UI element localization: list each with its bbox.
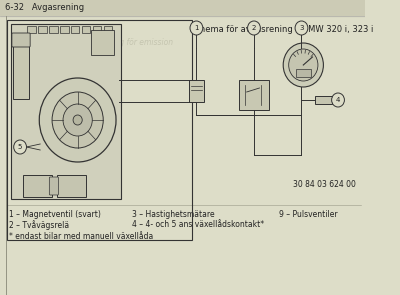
Bar (60, 26, 68, 33)
Bar (239, 80, 268, 110)
Bar (49, 26, 58, 33)
Circle shape (295, 21, 308, 35)
Text: 4 – 4- och 5 ans växellådskontakt*: 4 – 4- och 5 ans växellådskontakt* (132, 220, 264, 229)
Bar (7, 20, 192, 240)
Text: 9 – Pulsventiler: 9 – Pulsventiler (279, 210, 337, 219)
Bar (71, 26, 80, 33)
Text: 1985 BMW – avgasrening för emission: 1985 BMW – avgasrening för emission (28, 38, 174, 47)
Bar (23, 175, 52, 197)
Bar (13, 39, 29, 99)
Circle shape (190, 21, 203, 35)
Text: 1: 1 (194, 25, 199, 31)
Circle shape (39, 78, 116, 162)
Bar (0, 0, 366, 16)
Text: 3: 3 (299, 25, 304, 31)
Bar (11, 24, 120, 199)
Bar (57, 175, 86, 197)
Circle shape (332, 93, 344, 107)
FancyBboxPatch shape (49, 177, 58, 195)
Circle shape (73, 115, 82, 125)
Text: 6-32   Avgasrening: 6-32 Avgasrening (6, 4, 85, 12)
Text: 2 – Tvåvägsrelä: 2 – Tvåvägsrelä (9, 220, 69, 230)
Bar (296, 69, 311, 77)
Circle shape (289, 49, 318, 81)
Bar (38, 26, 46, 33)
Bar (91, 30, 114, 55)
Circle shape (14, 140, 26, 154)
Bar (28, 26, 36, 33)
Bar (104, 26, 112, 33)
Bar (315, 96, 332, 104)
Circle shape (248, 21, 260, 35)
Text: Schema för avgasrening – BMW 320 i, 323 i: Schema för avgasrening – BMW 320 i, 323 … (190, 25, 373, 34)
Text: 30 84 03 624 00: 30 84 03 624 00 (294, 180, 356, 189)
FancyBboxPatch shape (12, 33, 30, 47)
Circle shape (63, 104, 92, 136)
Text: 4: 4 (336, 97, 340, 103)
Text: * endast bilar med manuell växellåda: * endast bilar med manuell växellåda (9, 232, 153, 241)
Text: 5: 5 (18, 144, 22, 150)
Circle shape (52, 92, 103, 148)
Bar (82, 26, 90, 33)
Bar (93, 26, 102, 33)
Text: 3 – Hastighetsmätare: 3 – Hastighetsmätare (132, 210, 215, 219)
Text: 2: 2 (252, 25, 256, 31)
Text: 1 – Magnetventil (svart): 1 – Magnetventil (svart) (9, 210, 101, 219)
Circle shape (283, 43, 324, 87)
Bar (189, 80, 204, 102)
